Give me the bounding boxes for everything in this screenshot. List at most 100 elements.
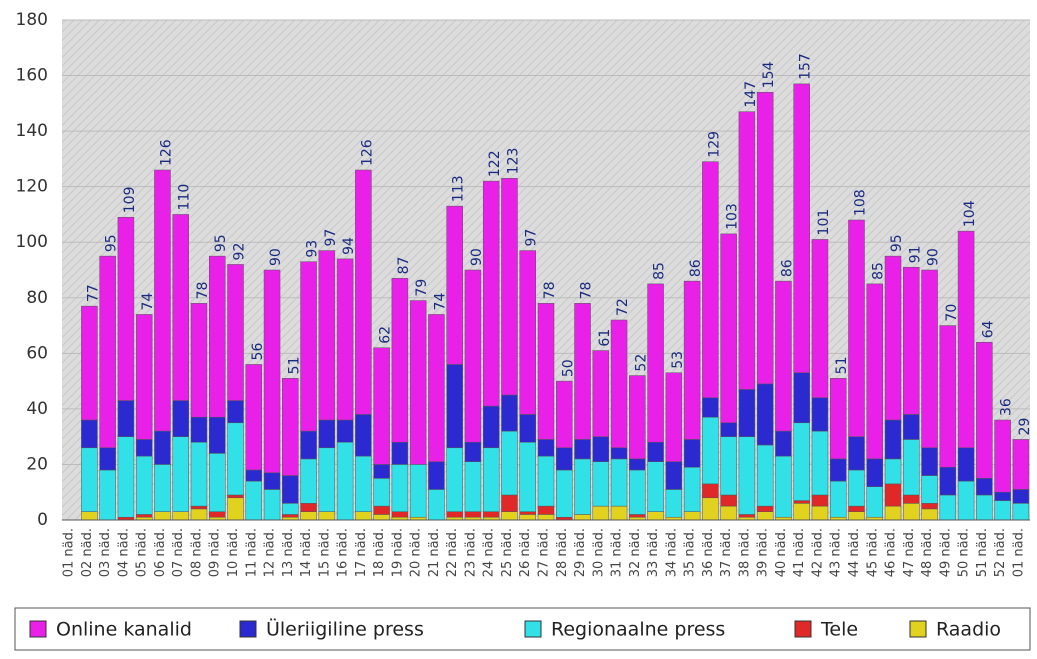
total-label: 74 — [140, 293, 156, 311]
bar-segment — [428, 489, 445, 521]
bar-segment — [939, 466, 957, 496]
total-label: 56 — [250, 343, 266, 361]
bar-segment — [647, 441, 664, 462]
bar-segment — [190, 416, 208, 443]
x-tick-label: 01 näd. — [1011, 528, 1026, 577]
bar-segment — [756, 91, 774, 385]
x-tick-label: 37 näd. — [719, 528, 734, 577]
bar-segment — [1012, 489, 1030, 504]
bar-segment — [154, 430, 171, 465]
y-tick-label: 60 — [26, 343, 48, 363]
bar-segment — [574, 439, 591, 460]
bar-segment — [866, 283, 884, 460]
total-label: 94 — [341, 237, 357, 255]
bar-segment — [720, 422, 737, 437]
bar-segment — [318, 511, 336, 521]
bar-segment — [994, 491, 1011, 501]
bar-segment — [190, 441, 208, 507]
x-tick-label: 46 näd. — [884, 528, 899, 577]
bar-segment — [720, 505, 737, 521]
bar-segment — [154, 464, 171, 512]
bar-segment — [811, 430, 829, 496]
x-tick-label: 51 näd. — [975, 528, 990, 577]
bar-segment — [81, 305, 98, 421]
y-tick-label: 0 — [37, 510, 48, 530]
bar-segment — [300, 458, 317, 504]
bar-segment — [629, 514, 646, 518]
x-tick-label: 48 näd. — [920, 528, 935, 577]
total-label: 36 — [999, 398, 1015, 416]
bar-segment — [336, 419, 354, 443]
x-tick-label: 03 näd. — [98, 528, 113, 577]
bar-segment — [428, 314, 445, 462]
y-tick-label: 140 — [16, 121, 48, 141]
legend-label: Regionaalne press — [551, 619, 725, 641]
bar-segment — [409, 300, 427, 465]
total-label: 93 — [305, 240, 321, 258]
bar-segment — [957, 230, 975, 449]
bar-segment — [355, 414, 372, 457]
bar-segment — [373, 514, 390, 521]
bar-segment — [227, 422, 244, 496]
bar-segment — [482, 447, 500, 512]
legend-label: Üleriigiline press — [266, 618, 424, 641]
bar-segment — [263, 269, 281, 474]
x-tick-label: 32 näd. — [628, 528, 643, 577]
total-label: 91 — [907, 245, 923, 263]
bar-segment — [756, 444, 774, 507]
x-tick-label: 17 näd. — [354, 528, 369, 577]
bar-segment — [592, 350, 610, 437]
bar-segment — [848, 436, 865, 471]
legend-box — [14, 607, 1031, 651]
total-label: 78 — [579, 282, 595, 300]
x-tick-label: 26 näd. — [518, 528, 533, 577]
x-tick-label: 18 näd. — [372, 528, 387, 577]
bar-segment — [99, 255, 116, 449]
bar-segment — [939, 494, 957, 521]
bar-segment — [775, 280, 792, 432]
bar-segment — [464, 461, 482, 512]
bar-segment — [720, 436, 737, 496]
bar-segment — [775, 430, 792, 457]
bar-segment — [190, 303, 208, 418]
total-label: 52 — [633, 354, 649, 372]
total-label: 74 — [432, 293, 448, 311]
total-label: 147 — [743, 81, 759, 108]
total-label: 123 — [505, 148, 521, 175]
total-label: 53 — [670, 351, 686, 369]
y-tick-label: 40 — [26, 399, 48, 419]
bar-segment — [702, 416, 719, 485]
bar-segment — [355, 169, 372, 415]
bar-segment — [135, 314, 153, 440]
total-label: 85 — [871, 262, 887, 280]
bar-segment — [482, 180, 500, 407]
x-tick-label: 07 näd. — [171, 528, 186, 577]
bar-segment — [373, 505, 390, 515]
x-tick-label: 33 näd. — [646, 528, 661, 577]
bar-segment — [903, 494, 920, 504]
bar-segment — [903, 439, 920, 496]
bar-segment — [117, 216, 135, 401]
bar-segment — [446, 364, 463, 449]
x-tick-label: 47 näd. — [902, 528, 917, 577]
bar-segment — [994, 500, 1011, 521]
legend-swatch — [239, 620, 257, 638]
bar-segment — [300, 511, 317, 521]
bar-segment — [738, 436, 756, 515]
total-label: 129 — [706, 131, 722, 158]
y-tick-label: 100 — [16, 232, 48, 252]
legend-label: Tele — [820, 619, 858, 641]
legend-swatch — [794, 620, 812, 638]
bar-segment — [848, 469, 865, 507]
bar-segment — [702, 161, 719, 399]
bar-segment — [647, 283, 664, 443]
x-tick-label: 14 näd. — [299, 528, 314, 577]
total-label: 126 — [359, 139, 375, 166]
total-label: 70 — [944, 304, 960, 322]
bar-segment — [245, 480, 263, 521]
bar-segment — [829, 378, 847, 460]
x-tick-label: 19 näd. — [390, 528, 405, 577]
bar-segment — [190, 505, 208, 510]
total-label: 78 — [195, 282, 211, 300]
x-tick-label: 29 näd. — [573, 528, 588, 577]
